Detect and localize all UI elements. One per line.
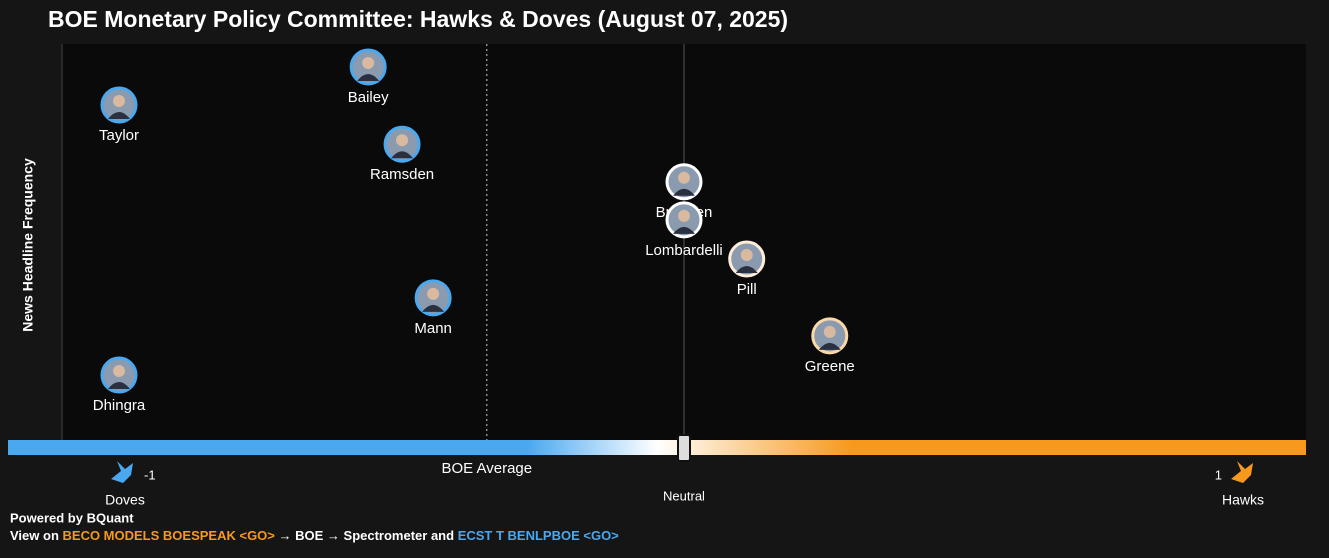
hawk-label: Hawks	[1222, 492, 1264, 508]
chart-title: BOE Monetary Policy Committee: Hawks & D…	[48, 6, 788, 32]
footer-line: View on BECO MODELS BOESPEAK <GO> → BOE …	[10, 528, 619, 543]
member-label: Dhingra	[93, 397, 146, 414]
spectrum-bar	[8, 440, 1306, 455]
hawk-icon	[1231, 461, 1253, 483]
member-label: Lombardelli	[645, 242, 723, 259]
avatar-body	[735, 266, 758, 274]
avatar-head	[427, 287, 440, 300]
avatar-head	[113, 365, 125, 378]
dove-label: Doves	[105, 492, 145, 508]
y-axis-label: News Headline Frequency	[20, 158, 36, 332]
member-label: Bailey	[348, 89, 389, 106]
member-marker	[414, 279, 452, 317]
member-label: Pill	[737, 281, 757, 298]
member-marker	[349, 48, 387, 86]
avatar-body	[422, 304, 445, 312]
avatar-body	[818, 342, 841, 350]
member-marker	[728, 240, 766, 278]
avatar-head	[362, 56, 375, 69]
neutral-label: Neutral	[663, 488, 705, 503]
member-marker	[100, 356, 138, 394]
avatar-body	[673, 188, 695, 196]
avatar-head	[678, 209, 690, 222]
avatar-body	[673, 226, 695, 234]
average-label: BOE Average	[442, 460, 533, 477]
avatar-head	[678, 171, 690, 184]
avatar-body	[108, 111, 130, 119]
member-label: Taylor	[99, 127, 139, 144]
avatar-head	[113, 94, 125, 107]
member-marker	[665, 201, 703, 239]
footer-prefix: View on	[10, 528, 59, 543]
member-label: Mann	[414, 320, 452, 337]
member-marker	[811, 317, 849, 355]
avatar-body	[391, 151, 414, 159]
x-tick-label: 1	[1215, 467, 1222, 482]
member-label: Greene	[805, 358, 855, 375]
footer-link[interactable]: ECST T BENLPBOE <GO>	[458, 528, 619, 543]
x-tick-label: -1	[144, 467, 156, 482]
avatar-head	[740, 249, 753, 262]
member-marker	[100, 86, 138, 124]
neutral-knob	[677, 434, 691, 462]
avatar-head	[823, 325, 836, 338]
member-marker	[383, 125, 421, 163]
icon-shape	[1231, 461, 1253, 483]
member-label: Ramsden	[370, 166, 434, 183]
dove-icon	[111, 461, 133, 483]
avatar-body	[357, 73, 380, 81]
icon-shape	[111, 461, 133, 483]
member-marker	[665, 163, 703, 201]
footer-link[interactable]: BECO MODELS BOESPEAK <GO>	[63, 528, 276, 543]
avatar-head	[396, 134, 409, 147]
footer-powered: Powered by BQuant	[10, 510, 134, 525]
avatar-body	[108, 382, 130, 390]
footer-middle: → BOE → Spectrometer and	[279, 528, 455, 543]
